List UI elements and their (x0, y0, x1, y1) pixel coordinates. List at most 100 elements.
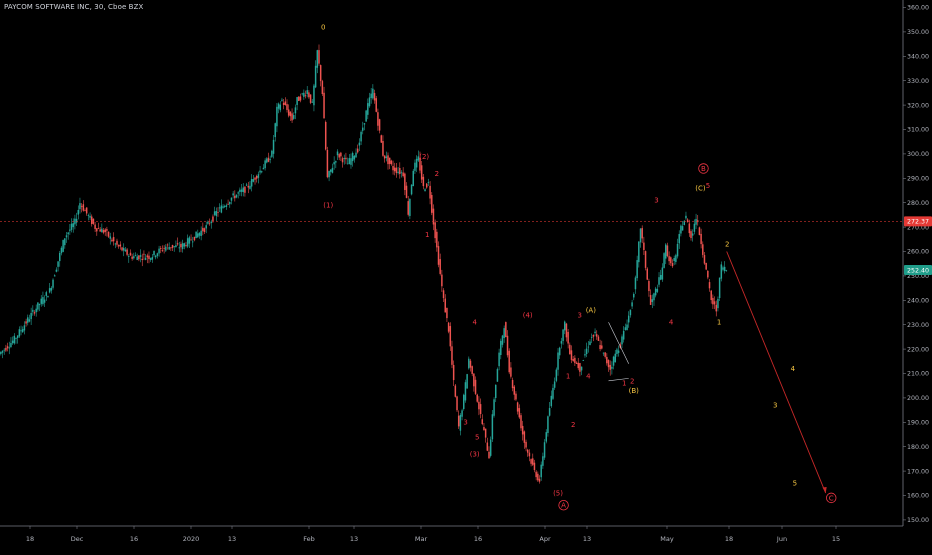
candle (651, 294, 654, 309)
candle (79, 197, 81, 214)
candle (180, 241, 182, 253)
y-tick-label: 280.00 (907, 200, 929, 207)
candle (700, 228, 702, 249)
candle (128, 253, 130, 263)
triangle-lower (608, 378, 629, 382)
candle (59, 250, 61, 267)
candle (218, 203, 221, 213)
candle (85, 207, 88, 216)
candle (176, 237, 179, 246)
candle (146, 253, 149, 264)
svg-text:1: 1 (425, 231, 429, 239)
wave-label: 1 (622, 380, 626, 388)
wave-label: (B) (629, 387, 640, 395)
candle (121, 246, 123, 252)
candle (670, 256, 672, 266)
candle (160, 245, 162, 254)
candle (203, 227, 206, 234)
candle (585, 342, 588, 358)
candle (367, 98, 369, 120)
candle (304, 90, 307, 99)
candle (402, 167, 404, 178)
candle (555, 367, 558, 383)
svg-text:1: 1 (622, 380, 626, 388)
x-tick-label: Feb (303, 535, 315, 543)
candle (40, 295, 42, 307)
candle (483, 422, 485, 431)
candle (117, 244, 120, 249)
candle (109, 232, 112, 245)
candle (126, 247, 128, 257)
candle (227, 199, 229, 206)
candle (252, 174, 255, 183)
candle (407, 195, 409, 217)
candle (513, 385, 516, 401)
candle (648, 278, 650, 297)
candle (388, 157, 391, 170)
candle (478, 396, 480, 416)
candle (343, 154, 345, 165)
candle (373, 89, 376, 104)
candle (48, 282, 51, 294)
candle (720, 261, 723, 282)
candle (654, 286, 657, 298)
candle (53, 274, 56, 277)
candle (362, 121, 364, 135)
svg-text:1: 1 (717, 319, 721, 327)
current-price-tag: 252.40 (904, 265, 932, 276)
y-tick-label: 350.00 (907, 29, 929, 36)
candle (698, 226, 701, 236)
x-tick-label: 13 (350, 535, 358, 543)
y-tick-label: 260.00 (907, 249, 929, 256)
candle (355, 148, 357, 158)
x-tick-label: May (660, 535, 674, 543)
candle (543, 439, 546, 460)
wave-label: 3 (463, 419, 467, 427)
candle (287, 104, 290, 118)
candle (340, 151, 342, 161)
candle (665, 243, 667, 265)
y-tick-label: 220.00 (907, 346, 929, 353)
candle (468, 356, 470, 370)
y-tick-label: 240.00 (907, 298, 929, 305)
candle (631, 299, 633, 310)
candle (712, 294, 714, 309)
candle (385, 151, 388, 162)
candle (111, 237, 113, 243)
svg-text:2: 2 (725, 241, 729, 249)
candle (225, 203, 228, 210)
candle (324, 120, 327, 151)
candle (277, 102, 280, 114)
svg-text:0: 0 (321, 23, 325, 31)
reference-price-tag: 272.37 (904, 216, 932, 227)
candle (235, 194, 238, 199)
wave-label: 4 (791, 365, 796, 373)
candle (303, 89, 305, 100)
candle (387, 152, 389, 170)
candle (70, 218, 73, 233)
candle (358, 138, 361, 152)
candle (156, 252, 159, 259)
wave-label: 3 (654, 197, 658, 205)
candle (356, 144, 359, 154)
wave-label: 4 (472, 319, 477, 327)
wave-label: (C) (695, 185, 706, 193)
candle (486, 437, 489, 452)
candle (383, 155, 386, 163)
candle (173, 246, 175, 252)
candle (436, 228, 438, 252)
candle (446, 307, 448, 322)
candle (97, 222, 100, 230)
candle (668, 251, 670, 265)
candle (23, 321, 26, 335)
y-tick-label: 170.00 (907, 468, 929, 475)
candle (328, 170, 330, 182)
candle (186, 234, 189, 249)
y-tick-label: 160.00 (907, 493, 929, 500)
candle (553, 377, 556, 390)
wave-label: 2 (571, 421, 575, 429)
candle (151, 254, 154, 263)
candle (506, 330, 509, 358)
